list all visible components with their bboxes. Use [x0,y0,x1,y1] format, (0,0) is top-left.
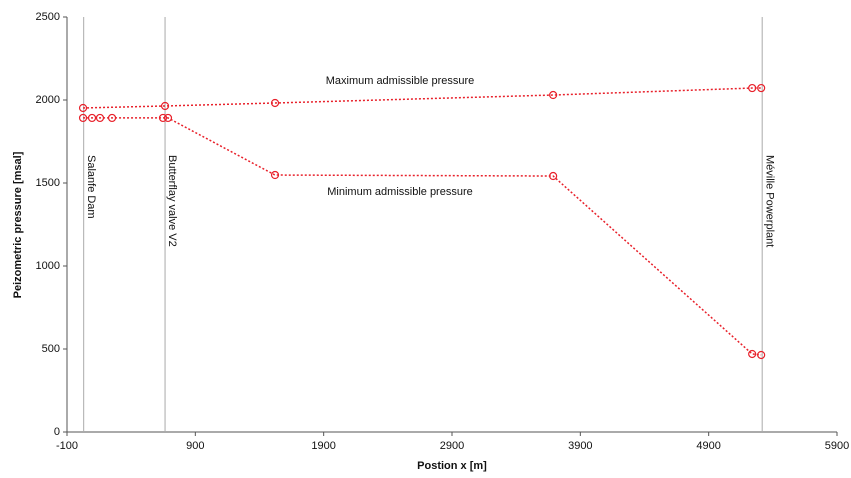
x-tick-label: 3900 [568,440,592,452]
point [160,101,170,111]
marker-label: Salanfe Dam [85,155,97,219]
marker-label: Méville Powerplant [763,155,775,247]
point [158,113,168,123]
point [757,350,766,360]
x-tick-label: 4900 [696,440,720,452]
point [270,98,280,108]
x-tick-label: 1900 [311,440,335,452]
y-tick-label: 2000 [36,94,60,106]
point [270,170,280,180]
y-axis-label: Peizometric pressure [msal] [12,151,24,298]
x-tick-label: -100 [56,440,78,452]
point [78,103,88,113]
point [757,83,766,93]
series-line [83,87,762,109]
x-axis-label: Postion x [m] [417,460,487,472]
x-tick-label: 5900 [825,440,849,452]
point [748,349,757,359]
series-label: Maximum admissible pressure [326,75,475,87]
point [95,113,105,123]
y-tick-label: 0 [54,426,60,438]
y-tick-label: 2500 [36,11,60,23]
point [78,113,88,123]
point [107,113,117,123]
y-tick-label: 1500 [36,177,60,189]
point [87,113,97,123]
marker-label: Butterflay valve V2 [166,155,178,247]
y-tick-label: 500 [42,343,60,355]
y-tick-label: 1000 [36,260,60,272]
x-tick-label: 900 [186,440,204,452]
point [549,90,558,100]
series-label: Minimum admissible pressure [327,186,473,198]
point [748,83,757,93]
point [549,171,558,181]
x-tick-label: 2900 [440,440,464,452]
point [163,113,173,123]
